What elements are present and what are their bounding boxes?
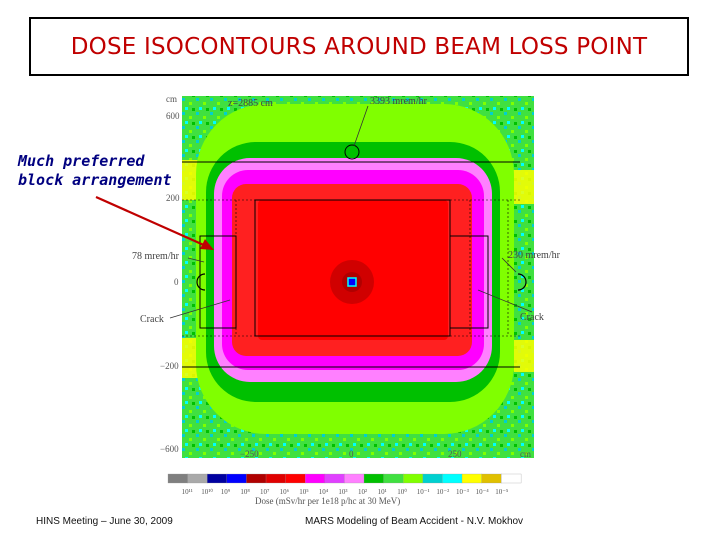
title-box: DOSE ISOCONTOURS AROUND BEAM LOSS POINT — [29, 17, 689, 76]
colorbar-swatch — [324, 473, 345, 484]
annotation-line-2: block arrangement — [18, 171, 172, 189]
block-gridlines — [182, 199, 520, 337]
footer-right: MARS Modeling of Beam Accident - N.V. Mo… — [305, 516, 524, 527]
colorbar-tick-label: 10⁰ — [397, 488, 407, 496]
detector-right-icon — [517, 273, 527, 291]
colorbar-tick-label: 10¹⁰ — [201, 488, 213, 496]
colorbar-swatch — [442, 473, 463, 484]
beam-loss-point-marker — [347, 277, 357, 287]
colorbar-swatch — [246, 473, 267, 484]
colorbar-swatch — [481, 473, 502, 484]
colorbar-tick-label: 10⁹ — [221, 488, 231, 496]
colorbar-swatch — [167, 473, 189, 484]
colorbar-swatch — [207, 473, 228, 484]
colorbar-swatch — [403, 473, 424, 484]
colorbar-swatch — [265, 473, 287, 484]
colorbar-swatch — [344, 473, 365, 484]
crack-left-label: Crack — [140, 314, 164, 325]
map-yellow-corner — [514, 340, 534, 372]
right-dose-label: 230 mrem/hr — [508, 250, 561, 261]
colorbar-label: Dose (mSv/hr per 1e18 p/hc at 30 MeV) — [255, 496, 400, 506]
y-tick-label: −600 — [160, 444, 179, 454]
slide-title: DOSE ISOCONTOURS AROUND BEAM LOSS POINT — [70, 33, 648, 60]
colorbar-tick-label: 10⁸ — [240, 488, 250, 496]
colorbar: 10¹¹ 10¹⁰ 10⁹ 10⁸ 10⁷ 10⁶ 10⁵ 10⁴ 10³ 10² 10¹ 10⁰ 10… — [167, 473, 522, 496]
colorbar-tick-label: 10² — [358, 488, 367, 496]
block-outlines — [182, 161, 520, 368]
map-yellow-corner — [512, 170, 534, 204]
colorbar-swatch — [461, 473, 483, 484]
colorbar-swatch — [422, 473, 443, 484]
colorbar-tick-label: 10⁵ — [299, 488, 309, 496]
y-tick-label: 600 — [166, 111, 180, 121]
x-tick-label: 250 — [448, 449, 462, 459]
colorbar-tick-label: 10⁷ — [260, 488, 270, 496]
detector-left-icon — [196, 273, 206, 291]
colorbar-swatch — [285, 473, 306, 484]
crack-right-label: Crack — [520, 312, 544, 323]
colorbar-tick-label: 10⁻² — [436, 488, 449, 496]
colorbar-swatch — [363, 473, 385, 484]
x-tick-label: −250 — [240, 449, 259, 459]
colorbar-tick-label: 10¹¹ — [182, 488, 193, 496]
colorbar-swatch — [226, 473, 247, 484]
annotation-arrowhead — [200, 239, 214, 250]
x-tick-label: 0 — [349, 449, 354, 459]
annotation-line-1: Much preferred — [18, 152, 145, 170]
annotation-arrow — [95, 195, 207, 248]
colorbar-tick-label: 10⁶ — [280, 488, 290, 496]
left-dose-label: 78 mrem/hr — [132, 251, 180, 262]
colorbar-tick-label: 10⁻⁴ — [476, 488, 490, 496]
leader-lines — [169, 105, 533, 319]
colorbar-tick-label: 10⁻⁵ — [495, 488, 509, 496]
y-tick-label: 0 — [174, 277, 179, 287]
colorbar-tick-label: 10⁻¹ — [417, 488, 430, 496]
colorbar-swatch — [305, 473, 326, 484]
x-axis-unit: cm — [520, 449, 531, 459]
colorbar-tick-label: 10¹ — [378, 488, 387, 496]
colorbar-swatch — [501, 473, 522, 484]
y-axis-unit: cm — [166, 94, 177, 104]
detector-top-icon — [344, 144, 360, 160]
colorbar-tick-label: 10⁴ — [319, 488, 329, 496]
colorbar-tick-label: 10³ — [338, 488, 347, 496]
y-tick-label: 200 — [166, 193, 180, 203]
y-tick-label: −200 — [160, 361, 179, 371]
annotation-note: Much preferred block arrangement — [18, 152, 172, 190]
colorbar-swatch — [383, 473, 404, 484]
colorbar-swatch — [187, 473, 208, 484]
colorbar-tick-label: 10⁻³ — [456, 488, 469, 496]
map-header-z: z=2885 cm — [228, 98, 273, 109]
footer-left: HINS Meeting – June 30, 2009 — [36, 516, 173, 527]
map-header-dose: 3393 mrem/hr — [370, 96, 428, 107]
